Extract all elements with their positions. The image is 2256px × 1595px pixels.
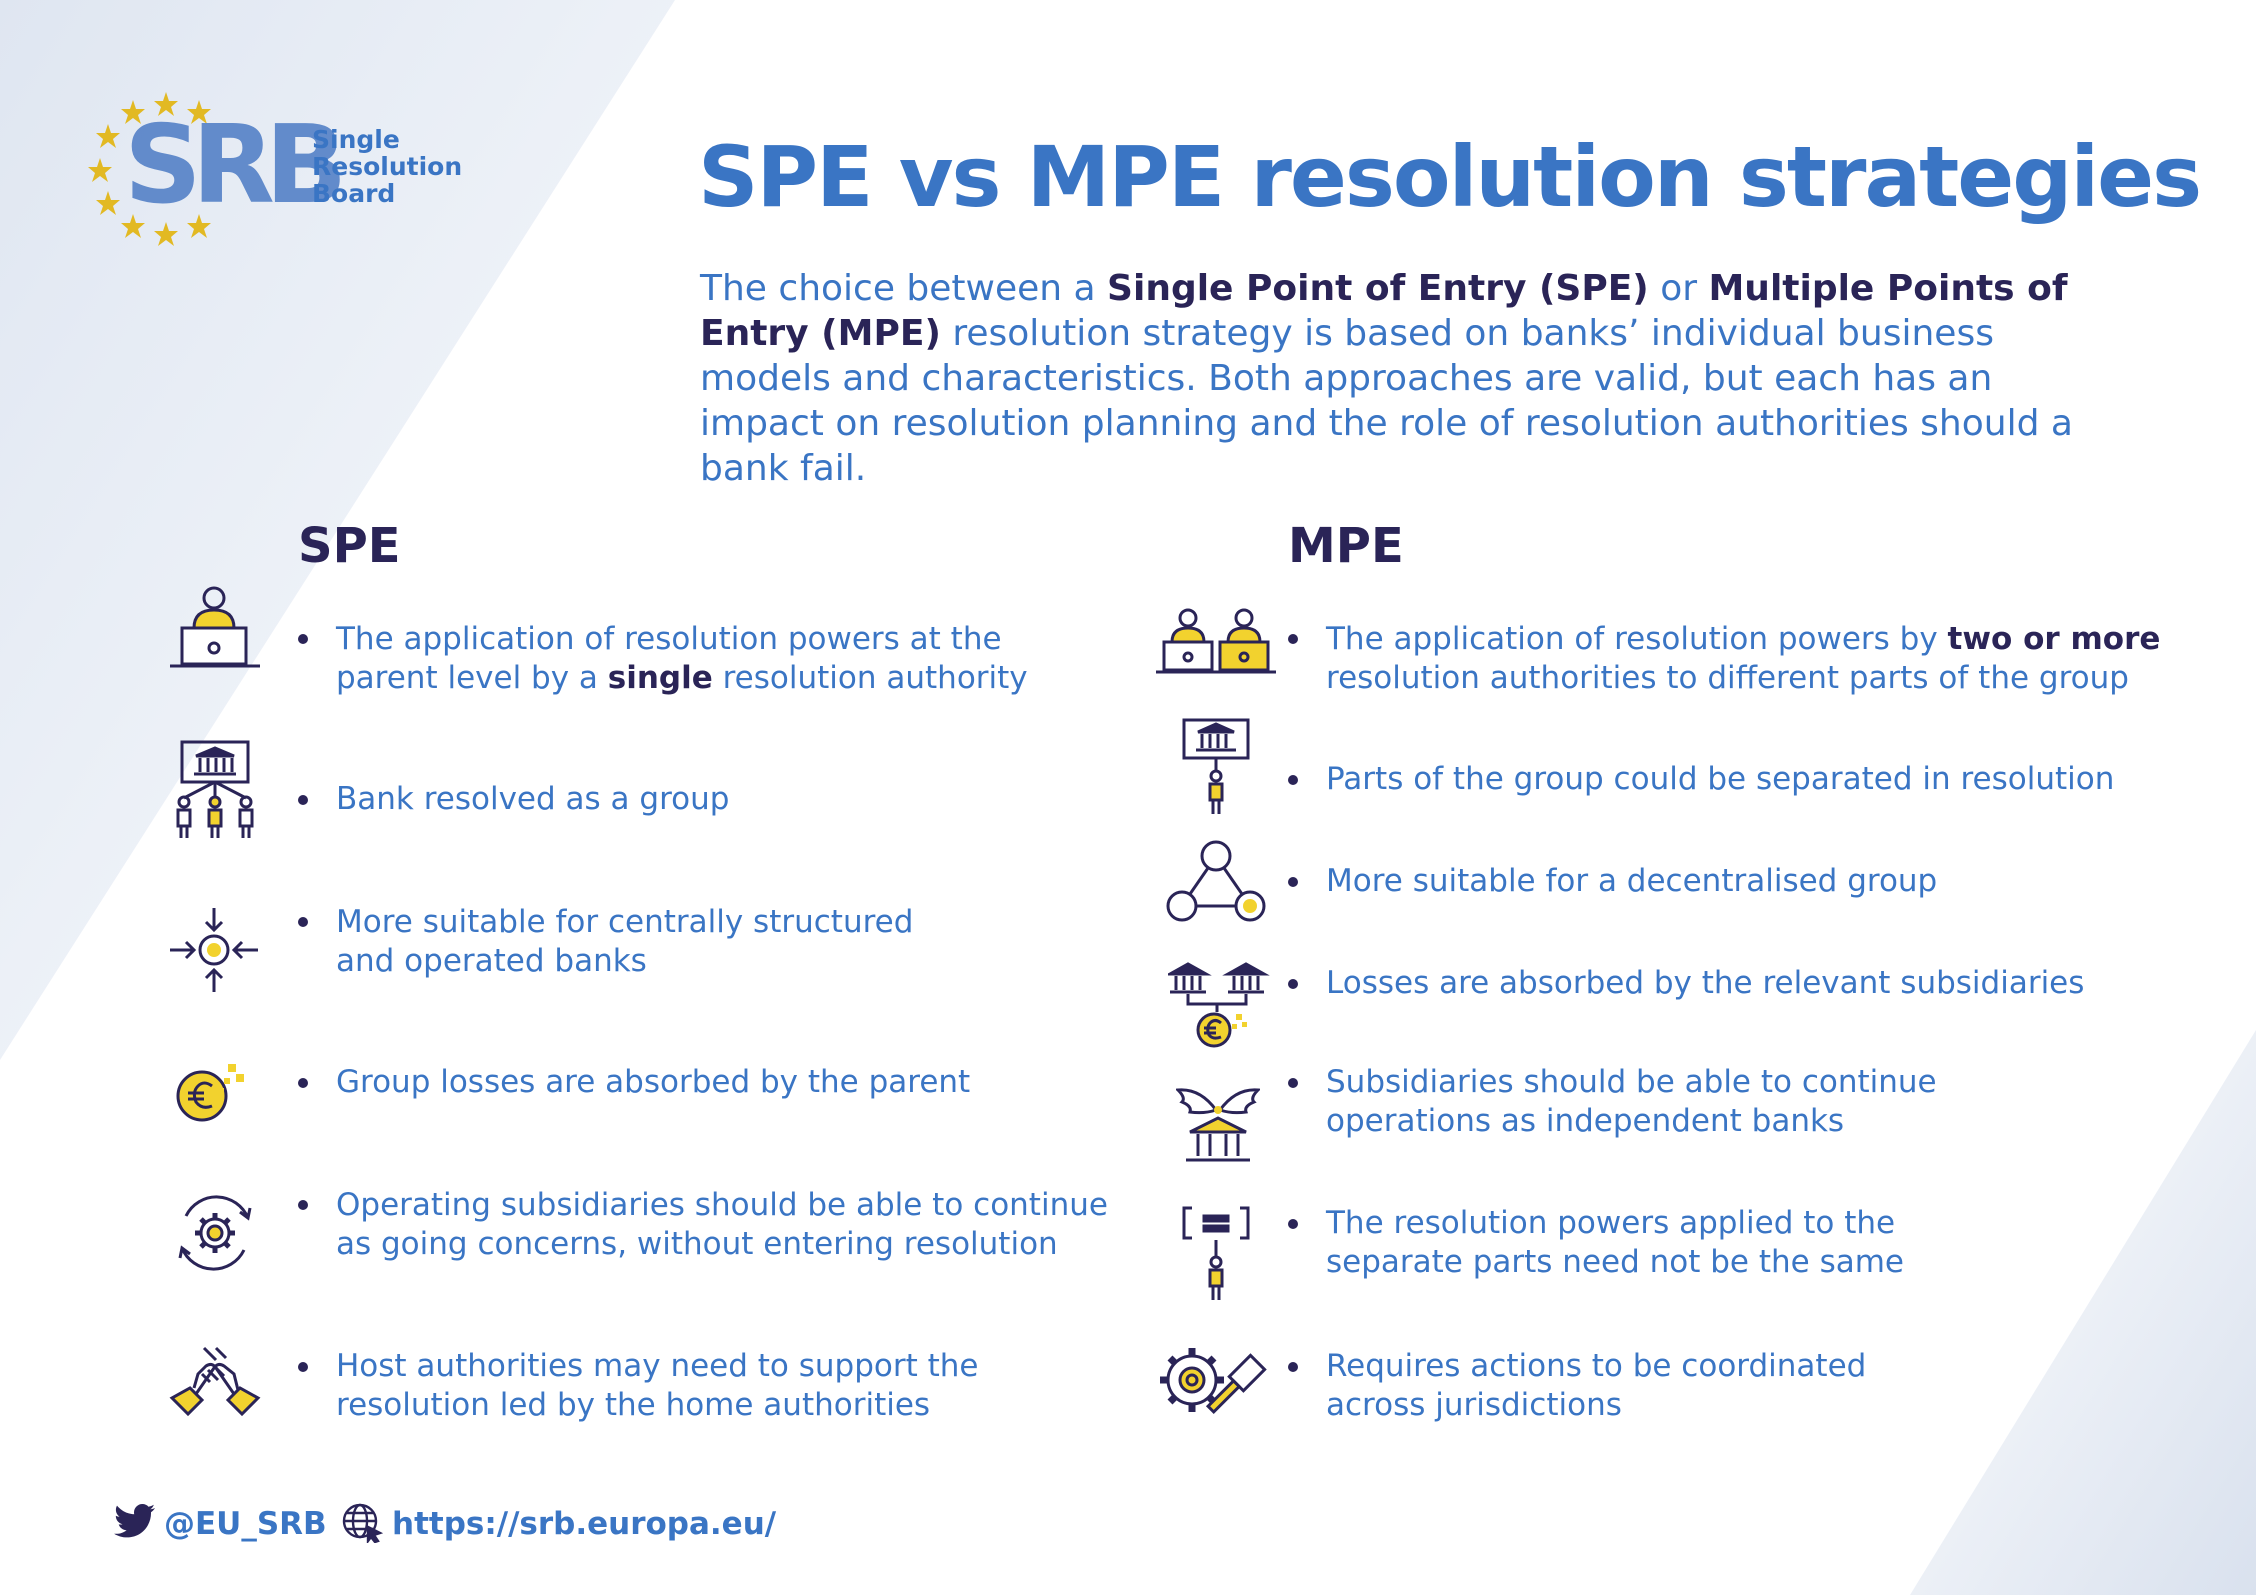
logo-letters: SRB bbox=[124, 103, 347, 228]
spe-item-1-line-2: parent level by a single resolution auth… bbox=[336, 659, 1028, 698]
mpe-item-7-line-1: Requires actions to be coordinated bbox=[1326, 1348, 1867, 1384]
mpe-item-1-text-a: The application of resolution powers by bbox=[1326, 621, 1948, 657]
intro-text-3: resolution strategy is based on banks’ i… bbox=[700, 313, 2073, 489]
bullet bbox=[298, 917, 308, 927]
person-laptop-icon bbox=[168, 586, 264, 672]
logo-line-1: Single bbox=[312, 125, 400, 154]
eu-stars-icon bbox=[88, 92, 211, 246]
mpe-item-1-line-2: resolution authorities to different part… bbox=[1326, 660, 2129, 696]
mpe-item-5-line-2: operations as independent banks bbox=[1326, 1103, 1845, 1139]
spe-item-1-line-1: The application of resolution powers at … bbox=[336, 621, 1002, 657]
twitter-handle[interactable]: @EU_SRB bbox=[164, 1506, 327, 1542]
euro-coin-icon bbox=[174, 1060, 258, 1124]
website-url[interactable]: https://srb.europa.eu/ bbox=[392, 1506, 777, 1542]
spe-item-6-line-1: Host authorities may need to support the bbox=[336, 1348, 979, 1384]
bullet bbox=[1288, 979, 1298, 989]
globe-cursor-icon bbox=[342, 1503, 384, 1543]
bullet bbox=[298, 634, 308, 644]
spe-item-5-line-1: Operating subsidiaries should be able to… bbox=[336, 1187, 1108, 1223]
intro-text-2: or bbox=[1648, 268, 1709, 309]
intro-bold-spe: Single Point of Entry (SPE) bbox=[1107, 268, 1649, 309]
spe-item-1-bold: single bbox=[607, 660, 713, 696]
spe-item-4-line-1: Group losses are absorbed by the parent bbox=[336, 1064, 971, 1100]
mpe-item-1-bold: two or more bbox=[1947, 621, 2161, 657]
bullet bbox=[298, 1362, 308, 1372]
bank-person-icon bbox=[1180, 716, 1252, 820]
mpe-item-1-line-1: The application of resolution powers by … bbox=[1326, 620, 2160, 659]
network-nodes-icon bbox=[1164, 840, 1268, 926]
bullet bbox=[298, 795, 308, 805]
bullet bbox=[1288, 1219, 1298, 1229]
bullet bbox=[298, 1078, 308, 1088]
logo-name: Single Resolution Board bbox=[312, 126, 462, 207]
mpe-item-7-line-2: across jurisdictions bbox=[1326, 1387, 1622, 1423]
gear-gavel-icon bbox=[1154, 1340, 1278, 1420]
spe-item-1-text-c: resolution authority bbox=[712, 660, 1028, 696]
gear-cycle-icon bbox=[168, 1186, 262, 1280]
banks-euro-icon bbox=[1168, 960, 1270, 1050]
equals-person-icon bbox=[1180, 1204, 1252, 1306]
spe-heading: SPE bbox=[298, 518, 401, 574]
bullet bbox=[298, 1200, 308, 1210]
spe-item-3-line-2: and operated banks bbox=[336, 943, 647, 979]
intro-text-1: The choice between a bbox=[700, 268, 1108, 309]
twitter-bird-icon bbox=[114, 1504, 155, 1538]
bullet bbox=[1288, 634, 1298, 644]
two-persons-laptops-icon bbox=[1154, 608, 1278, 678]
intro-paragraph: The choice between a Single Point of Ent… bbox=[700, 266, 2110, 491]
logo-line-3: Board bbox=[312, 179, 396, 208]
spe-item-3-line-1: More suitable for centrally structured bbox=[336, 904, 914, 940]
spe-item-6-line-2: resolution led by the home authorities bbox=[336, 1387, 931, 1423]
mpe-item-2-line-1: Parts of the group could be separated in… bbox=[1326, 761, 2115, 797]
srb-logo: SRB Single Resolution Board bbox=[88, 88, 468, 258]
bullet bbox=[1288, 877, 1298, 887]
spe-item-2-line-1: Bank resolved as a group bbox=[336, 781, 730, 817]
bank-group-icon bbox=[172, 738, 258, 842]
logo-line-2: Resolution bbox=[312, 152, 463, 181]
mpe-heading: MPE bbox=[1288, 518, 1404, 574]
bullet bbox=[1288, 1078, 1298, 1088]
bullet bbox=[1288, 1362, 1298, 1372]
bullet bbox=[1288, 775, 1298, 785]
mpe-item-6-line-1: The resolution powers applied to the bbox=[1326, 1205, 1896, 1241]
mpe-item-6-line-2: separate parts need not be the same bbox=[1326, 1244, 1904, 1280]
handshake-icon bbox=[168, 1340, 262, 1420]
intro-bold-mpe: Multiple Points of Entry (MPE) bbox=[700, 268, 2068, 354]
page-title: SPE vs MPE resolution strategies bbox=[698, 128, 2202, 226]
winged-bank-icon bbox=[1176, 1084, 1260, 1170]
mpe-item-3-line-1: More suitable for a decentralised group bbox=[1326, 863, 1938, 899]
mpe-item-5-line-1: Subsidiaries should be able to continue bbox=[1326, 1064, 1937, 1100]
mpe-item-4-line-1: Losses are absorbed by the relevant subs… bbox=[1326, 965, 2085, 1001]
spe-item-5-line-2: as going concerns, without entering reso… bbox=[336, 1226, 1058, 1262]
spe-item-1-text-a: parent level by a bbox=[336, 660, 608, 696]
converging-arrows-icon bbox=[166, 904, 262, 996]
